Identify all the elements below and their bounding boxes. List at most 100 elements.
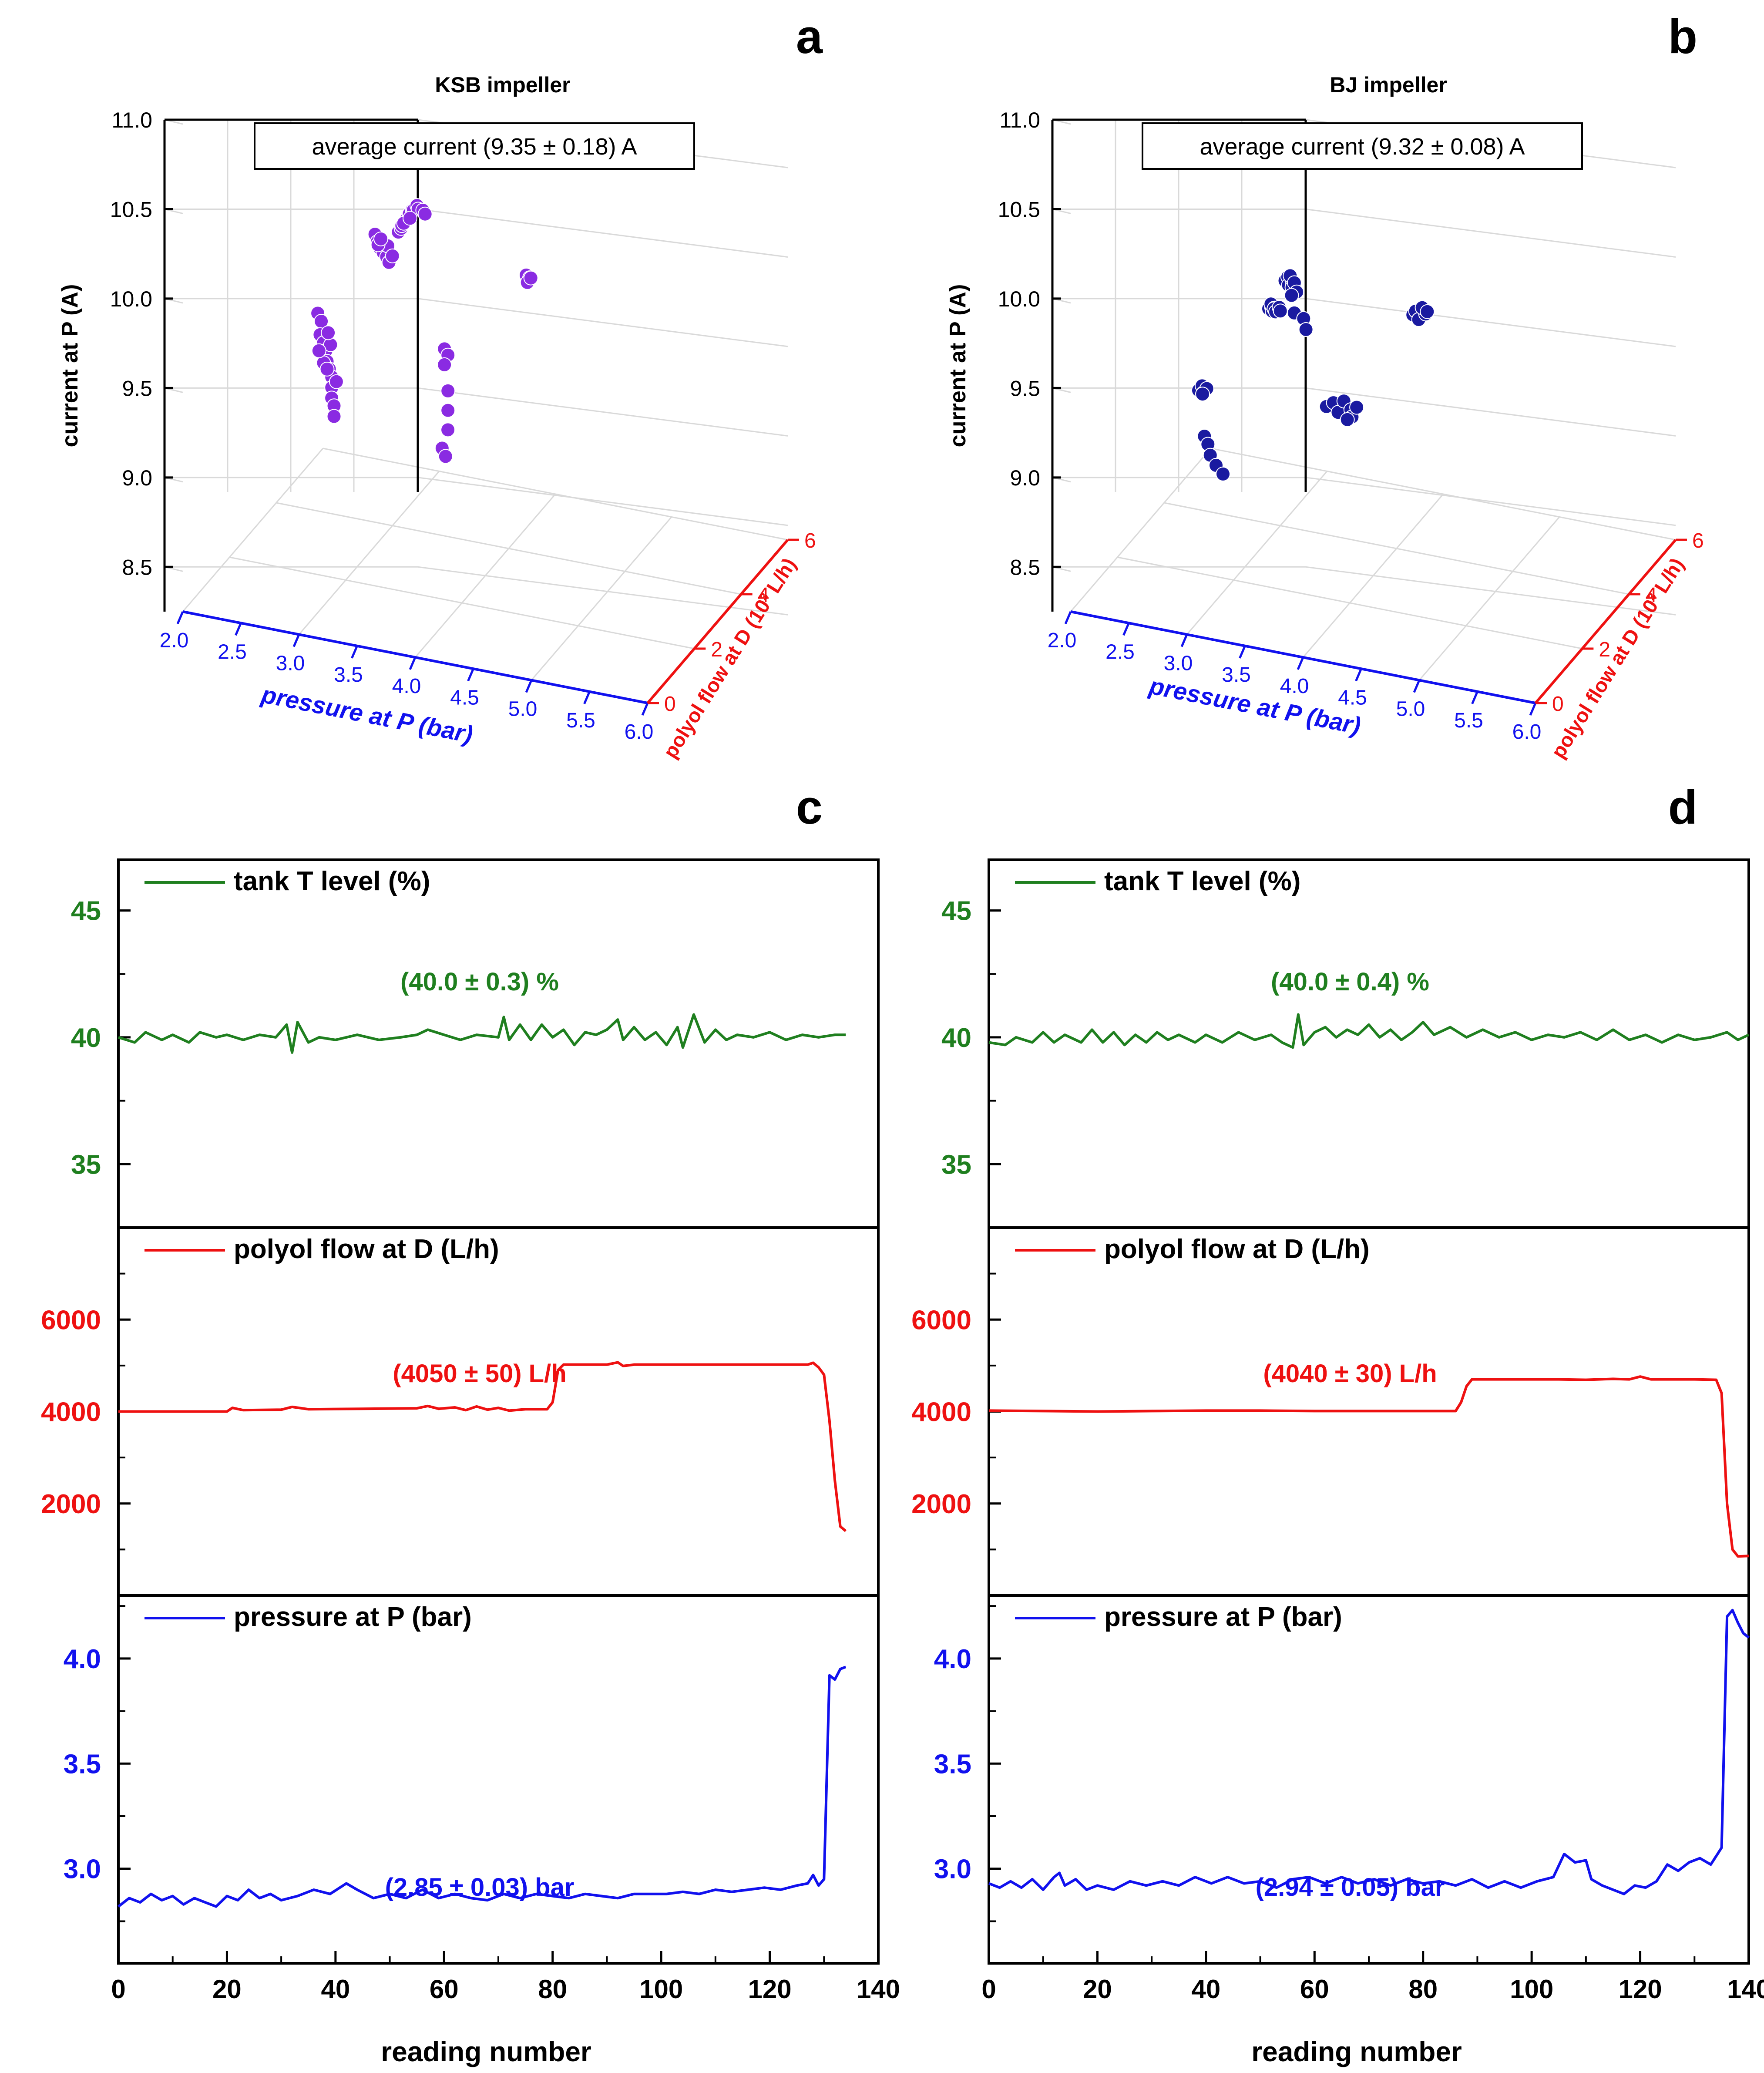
- panel-c-x-tick-label: 40: [321, 1975, 350, 2004]
- panel-c-y-tick-label: 45: [71, 896, 101, 926]
- panel-a-z-ticks: 8.5 9.0 9.5 10.0 10.5 11.0: [110, 108, 173, 579]
- panel-a-axes: [163, 118, 419, 612]
- panel-a-y-axis: [646, 539, 789, 704]
- panel-b-data-point: [1284, 288, 1299, 303]
- panel-c-line-chart: c 0 20 40 60 80 100 120 140 35 40 45 tank T level …: [41, 781, 900, 2067]
- panel-b-z-tick-label: 10.0: [998, 287, 1040, 311]
- panel-b-grid-floor-line: [1117, 556, 1583, 649]
- panel-b-data-point: [1298, 322, 1314, 337]
- panel-a-y-tick-label: 0: [664, 693, 676, 716]
- panel-a-grid-floor-line: [323, 448, 788, 541]
- panel-d-series-line: [988, 1375, 1749, 1558]
- panel-b-grid-side-line: [1305, 387, 1676, 437]
- panel-a-x-tick-label: 3.0: [276, 652, 305, 675]
- panel-a-data-point: [321, 325, 336, 340]
- panel-c-y-tick-label: 3.0: [64, 1854, 101, 1885]
- panel-b-x-tick: [1529, 703, 1537, 716]
- panel-b-z-ticks: 8.5 9.0 9.5 10.0 10.5 11.0: [998, 108, 1061, 579]
- panel-a-data-point: [438, 449, 453, 464]
- panel-a-grid: [164, 119, 789, 704]
- panel-a-z-tick-label: 9.0: [122, 466, 152, 490]
- panel-c-x-tick-label: 140: [857, 1975, 900, 2004]
- panel-a-x-tick: [351, 645, 358, 659]
- panel-a-data-point: [440, 383, 456, 398]
- panel-c-y-tick-label: 6000: [41, 1305, 101, 1335]
- panel-c-y-tick-label: 4.0: [64, 1644, 101, 1674]
- panel-a-z-tick-label: 10.0: [110, 287, 152, 311]
- panel-a-x-tick-label: 2.5: [218, 640, 247, 663]
- panel-b-x-tick-label: 4.0: [1280, 675, 1309, 698]
- panel-a-x-tick: [467, 668, 474, 682]
- panel-c-x-tick-label: 0: [111, 1975, 125, 2004]
- panel-b-z-tick-label: 9.5: [1010, 376, 1040, 400]
- panel-a-y-tick-label: 4: [758, 584, 769, 607]
- panel-b-data-point: [1349, 400, 1364, 415]
- panel-a-points: [310, 198, 538, 464]
- panel-d-x-tick-label: 140: [1727, 1975, 1764, 2004]
- panel-d-y-tick-label: 40: [941, 1023, 971, 1053]
- panel-b-x-tick: [1239, 645, 1246, 659]
- panel-d-y-tick-label: 2000: [911, 1489, 971, 1519]
- panel-b-grid-side-line: [1305, 477, 1676, 526]
- panel-b-y-tick-label: 6: [1692, 529, 1704, 552]
- panel-c-legend-label: pressure at P (bar): [234, 1602, 472, 1632]
- panel-c-x-tick-label: 120: [748, 1975, 792, 2004]
- panel-b-data-point: [1420, 304, 1435, 319]
- panel-b-x-tick-label: 4.5: [1338, 686, 1367, 709]
- panel-a-y-tick-label: 6: [804, 529, 816, 552]
- panel-b-z-tick-label: 11.0: [999, 108, 1040, 132]
- panel-b-grid-floor-line: [1164, 502, 1629, 595]
- panel-a-letter: a: [796, 10, 823, 64]
- panel-a-grid-side-line: [417, 208, 788, 258]
- panel-a-x-ticks: 2.0 2.5 3.0 3.5 4.0 4.5 5.0 5.5 6.0: [160, 611, 654, 744]
- panel-b-y-tick-label: 0: [1552, 693, 1564, 716]
- panel-b-x-tick: [1471, 691, 1478, 704]
- panel-a-x-tick-label: 3.5: [334, 663, 363, 687]
- panel-a-data-point: [437, 357, 452, 372]
- panel-d-y-tick-label: 6000: [911, 1305, 971, 1335]
- panel-d-line-chart: d 0 20 40 60 80 100 120 140 35 40 45 tank T level …: [911, 781, 1764, 2067]
- panel-b-y-tick-label: 2: [1599, 638, 1610, 661]
- panel-b-data-point: [1340, 412, 1355, 427]
- panel-c-x-tick-label: 20: [212, 1975, 242, 2004]
- panel-b-grid-side-line: [1305, 208, 1676, 258]
- panel-a-x-tick-label: 5.0: [508, 698, 538, 721]
- panel-b-axes: [1051, 118, 1307, 612]
- panel-b-x-tick: [1355, 668, 1362, 682]
- panel-b-z-axis-label: current at P (A): [945, 284, 971, 448]
- panel-d-letter: d: [1668, 781, 1697, 834]
- panel-d-x-tick-label: 40: [1191, 1975, 1220, 2004]
- panel-b-x-tick: [1064, 611, 1072, 624]
- panel-b-x-tick-label: 5.0: [1396, 698, 1425, 721]
- panel-c-y-tick-label: 4000: [41, 1397, 101, 1427]
- panel-a-z-axis-label: current at P (A): [57, 284, 83, 448]
- panel-d-series-line: [988, 1609, 1750, 1895]
- panel-d-x-tick-label: 100: [1510, 1975, 1553, 2004]
- panel-a-grid-floor-line: [229, 556, 695, 649]
- panel-a-data-point: [329, 374, 344, 389]
- panel-b-x-tick-label: 5.5: [1454, 709, 1483, 732]
- panel-a-y-ticks: 0 2 4 6: [648, 529, 816, 716]
- panel-a-x-tick-label: 6.0: [625, 720, 654, 744]
- panel-b-y-ticks: 0 2 4 6: [1536, 529, 1704, 716]
- panel-d-x-tick-label: 80: [1408, 1975, 1438, 2004]
- panel-c-annotation: (4050 ± 50) L/h: [393, 1360, 566, 1388]
- panel-a-data-point: [440, 403, 456, 418]
- panel-b-x-tick: [1180, 634, 1188, 647]
- panel-d-annotation: (40.0 ± 0.4) %: [1271, 968, 1429, 996]
- panel-b-data-point: [1216, 466, 1230, 481]
- panel-a-x-tick-label: 5.5: [566, 709, 595, 732]
- panel-b-annotation-box: average current (9.32 ± 0.08) A: [1142, 122, 1583, 170]
- panel-d-y-tick-label: 4000: [911, 1397, 971, 1427]
- panel-a-data-point: [417, 206, 433, 222]
- panel-c-y-tick-label: 40: [71, 1023, 101, 1053]
- panel-a-grid-floor-line: [182, 448, 324, 612]
- panel-b-x-ticks: 2.0 2.5 3.0 3.5 4.0 4.5 5.0 5.5 6.0: [1048, 611, 1541, 744]
- panel-c-y-tick-label: 2000: [41, 1489, 101, 1519]
- panel-d-series-line: [988, 1013, 1750, 1049]
- panel-a-data-point: [311, 343, 326, 358]
- panel-b-title: BJ impeller: [1330, 73, 1447, 97]
- panel-d-y-tick-label: 45: [941, 896, 971, 926]
- panel-b-x-tick: [1122, 623, 1130, 636]
- panel-a-x-tick: [641, 703, 649, 716]
